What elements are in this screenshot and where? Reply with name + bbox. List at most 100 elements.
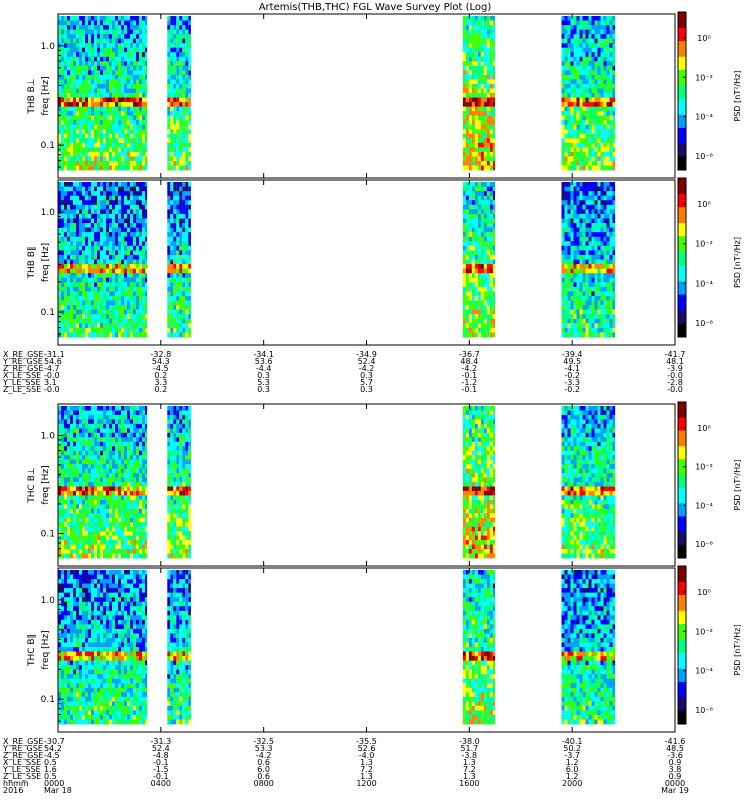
- spectrogram-cell: [121, 241, 124, 247]
- spectrogram-cell: [600, 74, 604, 80]
- spectrogram-cell: [179, 236, 183, 242]
- spectrogram-cell: [609, 102, 613, 107]
- spectrogram-cell: [483, 259, 487, 265]
- spectrogram-cell: [573, 273, 577, 279]
- spectrogram-cell: [100, 309, 103, 315]
- spectrogram-cell: [103, 83, 106, 89]
- spectrogram-cell: [606, 133, 610, 139]
- spectrogram-cell: [70, 65, 73, 71]
- spectrogram-cell: [492, 182, 495, 187]
- spectrogram-cell: [570, 115, 574, 121]
- spectrogram-cell: [121, 111, 124, 116]
- spectrogram-cell: [97, 200, 100, 206]
- spectrogram-cell: [182, 305, 186, 311]
- spectrogram-cell: [167, 129, 171, 135]
- spectrogram-cell: [561, 204, 565, 210]
- spectrogram-cell: [468, 74, 472, 80]
- spectrogram-cell: [76, 332, 79, 338]
- spectrogram-cell: [176, 124, 180, 130]
- spectrogram-cell: [79, 323, 82, 329]
- colorbar-swatch: [678, 127, 686, 131]
- spectrogram-cell: [79, 232, 82, 238]
- spectrogram-cell: [465, 97, 469, 103]
- spectrogram-cell: [109, 65, 112, 71]
- spectrogram-cell: [136, 245, 139, 251]
- spectrogram-cell: [112, 43, 115, 49]
- spectrogram-cell: [594, 138, 598, 144]
- spectrogram-cell: [486, 106, 490, 112]
- spectrogram-cell: [588, 309, 592, 315]
- spectrogram-cell: [61, 61, 64, 67]
- spectrogram-cell: [130, 142, 133, 148]
- spectrogram-cell: [118, 56, 121, 62]
- spectrogram-cell: [597, 309, 601, 315]
- spectrogram-cell: [486, 20, 490, 26]
- spectrogram-cell: [474, 200, 478, 206]
- spectrogram-cell: [64, 93, 67, 98]
- spectrogram-cell: [82, 250, 85, 256]
- spectrogram-cell: [91, 93, 94, 98]
- spectrogram-cell: [118, 282, 121, 288]
- spectrogram-cell: [76, 120, 79, 126]
- spectrogram-cell: [582, 79, 586, 85]
- spectrogram-cell: [567, 79, 571, 85]
- zlabel: PSD [nT²/Hz]: [733, 71, 742, 122]
- spectrogram-cell: [88, 314, 91, 320]
- spectrogram-cell: [170, 111, 174, 116]
- spectrogram-cell: [492, 191, 495, 197]
- spectrogram-cell: [170, 268, 174, 274]
- spectrogram-cell: [170, 160, 174, 166]
- spectrogram-cell: [109, 61, 112, 67]
- spectrogram-cell: [124, 218, 127, 224]
- spectrogram-cell: [61, 522, 64, 528]
- spectrogram-cell: [480, 102, 484, 107]
- spectrogram-cell: [492, 291, 495, 297]
- spectrogram-cell: [591, 120, 595, 126]
- spectrogram-cell: [103, 156, 106, 162]
- spectrogram-cell: [167, 93, 171, 98]
- spectrogram-cell: [142, 70, 145, 76]
- spectrogram-cell: [480, 250, 484, 256]
- spectrogram-cell: [179, 74, 183, 80]
- spectrogram-cell: [573, 47, 577, 53]
- spectrogram-cell: [561, 43, 565, 49]
- spectrogram-cell: [474, 268, 478, 274]
- spectrogram-cell: [185, 213, 189, 219]
- spectrogram-cell: [188, 332, 191, 338]
- spectrogram-cell: [188, 182, 191, 187]
- spectrogram-cell: [91, 182, 94, 187]
- spectrogram-cell: [576, 223, 580, 228]
- spectrogram-cell: [73, 195, 76, 201]
- spectrogram-cell: [176, 65, 180, 71]
- spectrogram-cell: [576, 147, 580, 153]
- spectrogram-cell: [142, 138, 145, 144]
- spectrogram-cell: [139, 318, 142, 324]
- spectrogram-cell: [179, 259, 183, 265]
- spectrogram-cell: [594, 318, 598, 324]
- spectrogram-cell: [139, 34, 142, 39]
- spectrogram-cell: [173, 142, 177, 148]
- colorbar-swatch: [678, 318, 686, 322]
- spectrogram-cell: [82, 43, 85, 49]
- spectrogram-cell: [173, 323, 177, 329]
- spectrogram-cell: [173, 106, 177, 112]
- spectrogram-cell: [167, 318, 171, 324]
- spectrogram-cell: [594, 74, 598, 80]
- spectrogram-cell: [609, 268, 613, 274]
- spectrogram-cell: [115, 52, 118, 58]
- spectrogram-cell: [462, 318, 466, 324]
- spectrogram-cell: [100, 115, 103, 121]
- spectrogram-cell: [64, 83, 67, 89]
- spectrogram-cell: [588, 138, 592, 144]
- spectrogram-cell: [561, 165, 565, 171]
- spectrogram-cell: [91, 142, 94, 148]
- spectrogram-cell: [139, 120, 142, 126]
- spectrogram-cell: [561, 115, 565, 121]
- spectrogram-cell: [73, 432, 76, 438]
- spectrogram-cell: [70, 432, 73, 438]
- spectrogram-cell: [570, 200, 574, 206]
- spectrogram-cell: [600, 56, 604, 62]
- spectrogram-cell: [483, 300, 487, 306]
- spectrogram-cell: [591, 16, 595, 21]
- spectrogram-cell: [64, 305, 67, 311]
